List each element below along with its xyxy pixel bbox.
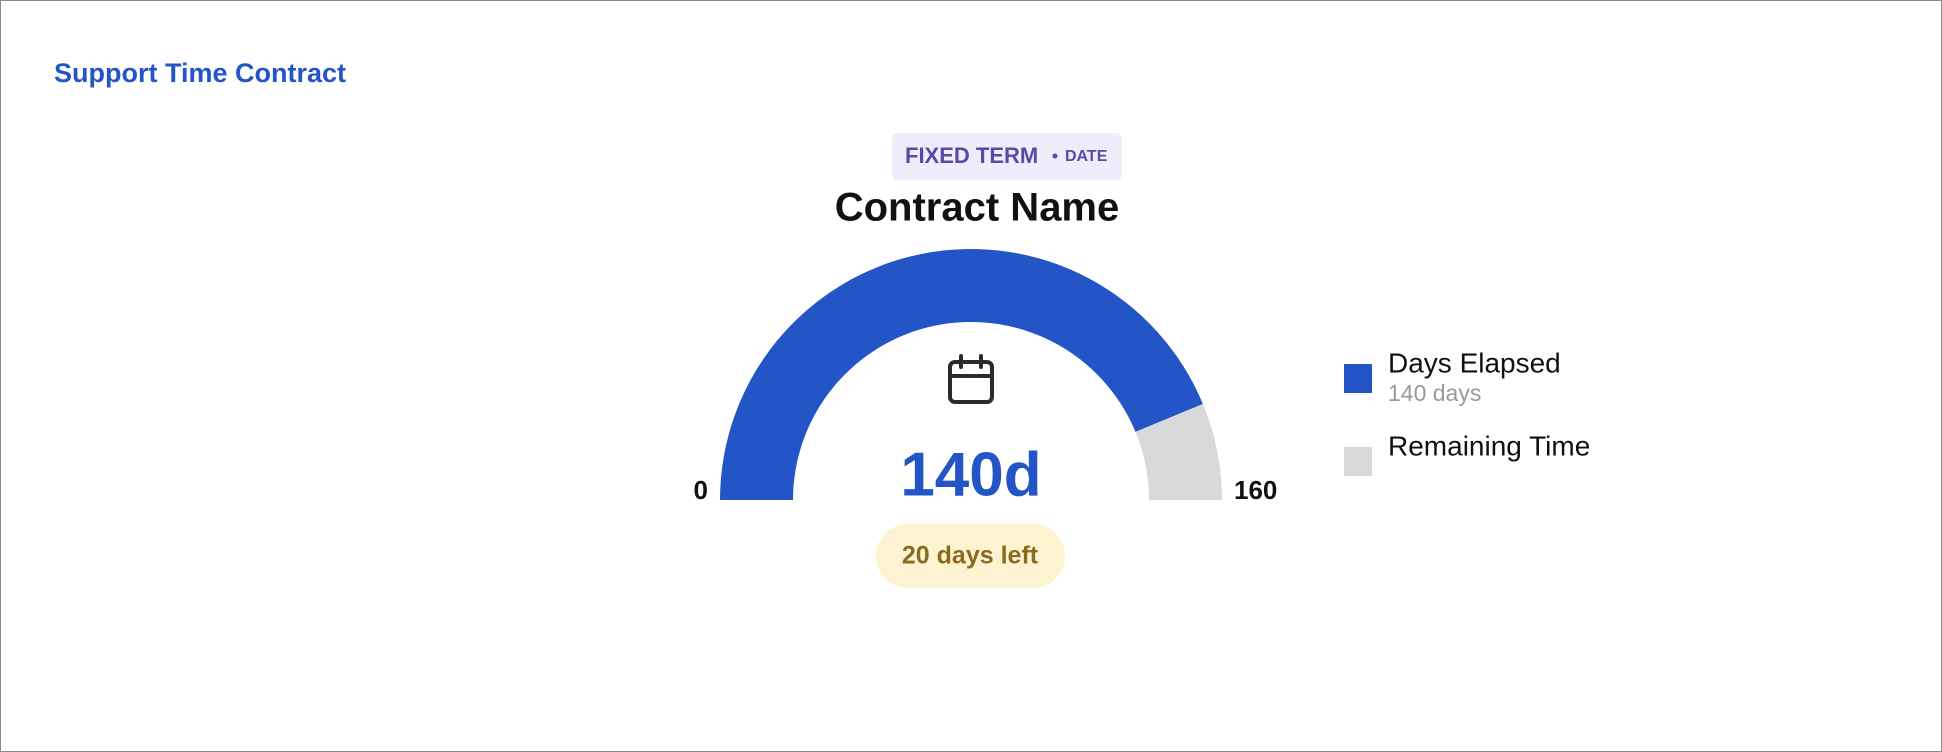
- gauge-segment: [720, 248, 1203, 500]
- legend-label: Days Elapsed: [1388, 347, 1561, 378]
- calendar-icon: [948, 354, 994, 404]
- badge: [892, 133, 1122, 180]
- note: 20 days left: [902, 542, 1039, 570]
- legend-label: Remaining Time: [1388, 430, 1590, 461]
- gauge-tick-label: 160: [1234, 475, 1277, 505]
- badge-text: FIXED TERM: [905, 143, 1038, 168]
- badge-sub: DATE: [1065, 148, 1108, 165]
- note-pill: [876, 524, 1065, 588]
- card-title: Support Time Contract: [54, 58, 346, 88]
- center-value: 140d: [900, 440, 1041, 509]
- gauge-tick-label: 0: [694, 475, 708, 505]
- legend-swatch: [1344, 447, 1372, 476]
- badge-separator: [1052, 153, 1058, 159]
- chart-title: Contract Name: [835, 186, 1120, 230]
- gauge-segment: [1135, 403, 1222, 500]
- legend-detail: 140 days: [1388, 380, 1481, 406]
- legend-swatch: [1344, 364, 1372, 393]
